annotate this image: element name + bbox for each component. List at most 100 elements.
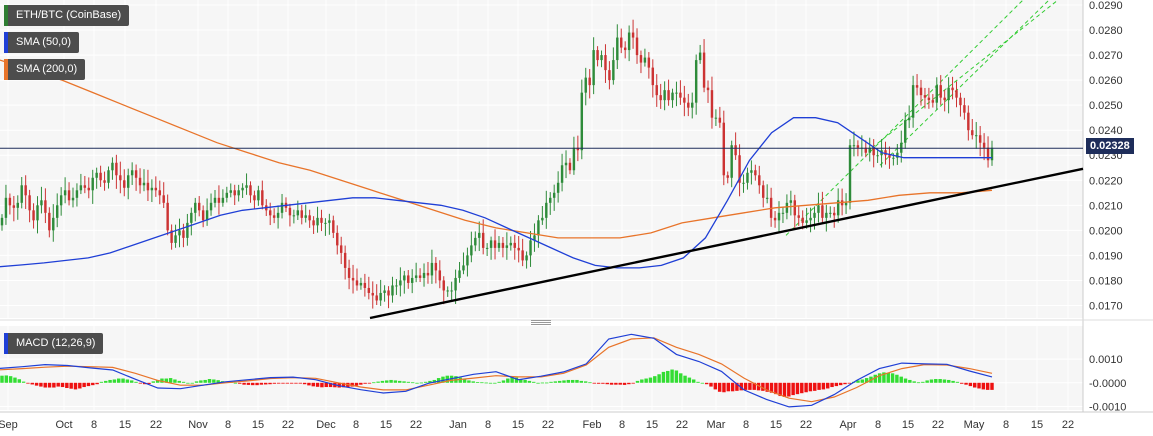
macd-histogram-bar <box>916 382 921 384</box>
candle-body <box>738 155 741 183</box>
legend-sma50[interactable]: SMA (50,0) <box>4 32 80 53</box>
candle-body <box>722 122 726 176</box>
candle-body <box>765 197 769 199</box>
candle-body <box>205 210 209 221</box>
macd-histogram-bar <box>484 382 488 384</box>
candle-body <box>643 57 647 63</box>
legend-sma50-label: SMA (50,0) <box>16 36 72 48</box>
candle-body <box>706 87 710 91</box>
candle-body <box>844 202 848 206</box>
candle-body <box>83 185 87 188</box>
macd-histogram-bar <box>787 382 791 397</box>
candle-body <box>99 172 102 181</box>
candle-body <box>797 215 800 218</box>
candle-body <box>123 180 126 188</box>
macd-histogram-bar <box>627 382 631 385</box>
macd-histogram-bar <box>363 382 367 384</box>
time-axis-tick: 8 <box>1003 419 1009 431</box>
legend-pair[interactable]: ETH/BTC (CoinBase) <box>4 5 130 26</box>
candle-body <box>564 162 568 166</box>
candle-body <box>403 275 406 281</box>
time-axis-tick: Sep <box>0 419 18 431</box>
candle-body <box>91 177 94 191</box>
candle-body <box>201 210 205 221</box>
candle-body <box>134 170 138 178</box>
candle-body <box>36 205 39 221</box>
candle-body <box>414 275 418 278</box>
macd-histogram-bar <box>199 380 203 383</box>
macd-histogram-bar <box>951 380 955 383</box>
candle-body <box>395 285 398 287</box>
macd-histogram-bar <box>311 382 315 387</box>
candle-body <box>868 147 871 153</box>
macd-histogram-bar <box>756 382 761 391</box>
candle-body <box>225 192 229 198</box>
legend-sma200-swatch <box>4 59 8 80</box>
macd-histogram-bar <box>825 382 830 389</box>
candle-body <box>663 90 666 101</box>
candle-body <box>833 212 836 216</box>
legend-sma200[interactable]: SMA (200,0) <box>4 59 86 80</box>
macd-histogram-bar <box>834 382 839 387</box>
candle-body <box>592 50 595 86</box>
macd-histogram-bar <box>259 382 264 385</box>
candle-body <box>884 150 887 156</box>
candle-body <box>852 145 856 147</box>
candle-body <box>209 202 213 211</box>
price-axis-tick: 0.0210 <box>1089 200 1123 212</box>
macd-histogram-bar <box>480 382 484 384</box>
candle-body <box>714 117 718 119</box>
candle-body <box>955 90 958 98</box>
legend-macd[interactable]: MACD (12,26,9) <box>4 333 104 354</box>
macd-histogram-bar <box>488 382 493 384</box>
macd-histogram-bar <box>679 373 683 383</box>
candle-body <box>194 202 197 213</box>
candle-body <box>4 197 8 218</box>
price-axis-tick: 0.0180 <box>1089 275 1123 287</box>
candle-body <box>497 242 501 248</box>
candle-body <box>758 175 761 186</box>
macd-histogram-bar <box>778 382 782 397</box>
time-axis-tick: Feb <box>583 419 602 431</box>
macd-axis-tick: -0.0010 <box>1089 401 1126 413</box>
candle-body <box>631 32 635 38</box>
candle-body <box>967 112 970 131</box>
macd-histogram-bar <box>813 382 817 391</box>
candle-body <box>604 55 607 71</box>
price-axis-tick: 0.0170 <box>1089 300 1123 312</box>
candle-body <box>509 242 513 246</box>
macd-histogram-bar <box>242 382 246 385</box>
macd-histogram-bar <box>475 382 480 383</box>
candle-body <box>426 272 430 276</box>
candle-body <box>221 197 225 203</box>
time-axis-tick: Apr <box>839 419 856 431</box>
macd-histogram-bar <box>882 372 886 383</box>
macd-histogram-bar <box>99 381 104 383</box>
macd-histogram-bar <box>588 382 592 384</box>
candle-body <box>612 60 615 81</box>
macd-histogram-bar <box>709 382 713 387</box>
candle-body <box>651 67 655 86</box>
macd-histogram-bar <box>121 378 125 383</box>
macd-histogram-bar <box>129 380 134 383</box>
macd-histogram-bar <box>847 382 852 384</box>
candle-body <box>336 232 339 246</box>
time-axis-tick: Nov <box>188 419 208 431</box>
time-axis-tick: 8 <box>225 419 231 431</box>
candle-body <box>785 202 789 213</box>
candle-body <box>12 205 16 208</box>
price-axis-tick: 0.0280 <box>1089 25 1123 37</box>
macd-histogram-bar <box>86 382 91 387</box>
macd-histogram-bar <box>735 382 739 391</box>
macd-histogram-bar <box>471 381 475 383</box>
macd-histogram-bar <box>289 382 294 384</box>
candle-body <box>300 210 303 218</box>
macd-histogram-bar <box>769 382 774 393</box>
candle-body <box>170 230 173 243</box>
macd-histogram-bar <box>544 382 549 384</box>
macd-histogram-bar <box>575 379 579 383</box>
macd-histogram-bar <box>276 382 281 384</box>
pane-divider-handle[interactable] <box>531 320 551 326</box>
macd-histogram-bar <box>614 382 618 385</box>
